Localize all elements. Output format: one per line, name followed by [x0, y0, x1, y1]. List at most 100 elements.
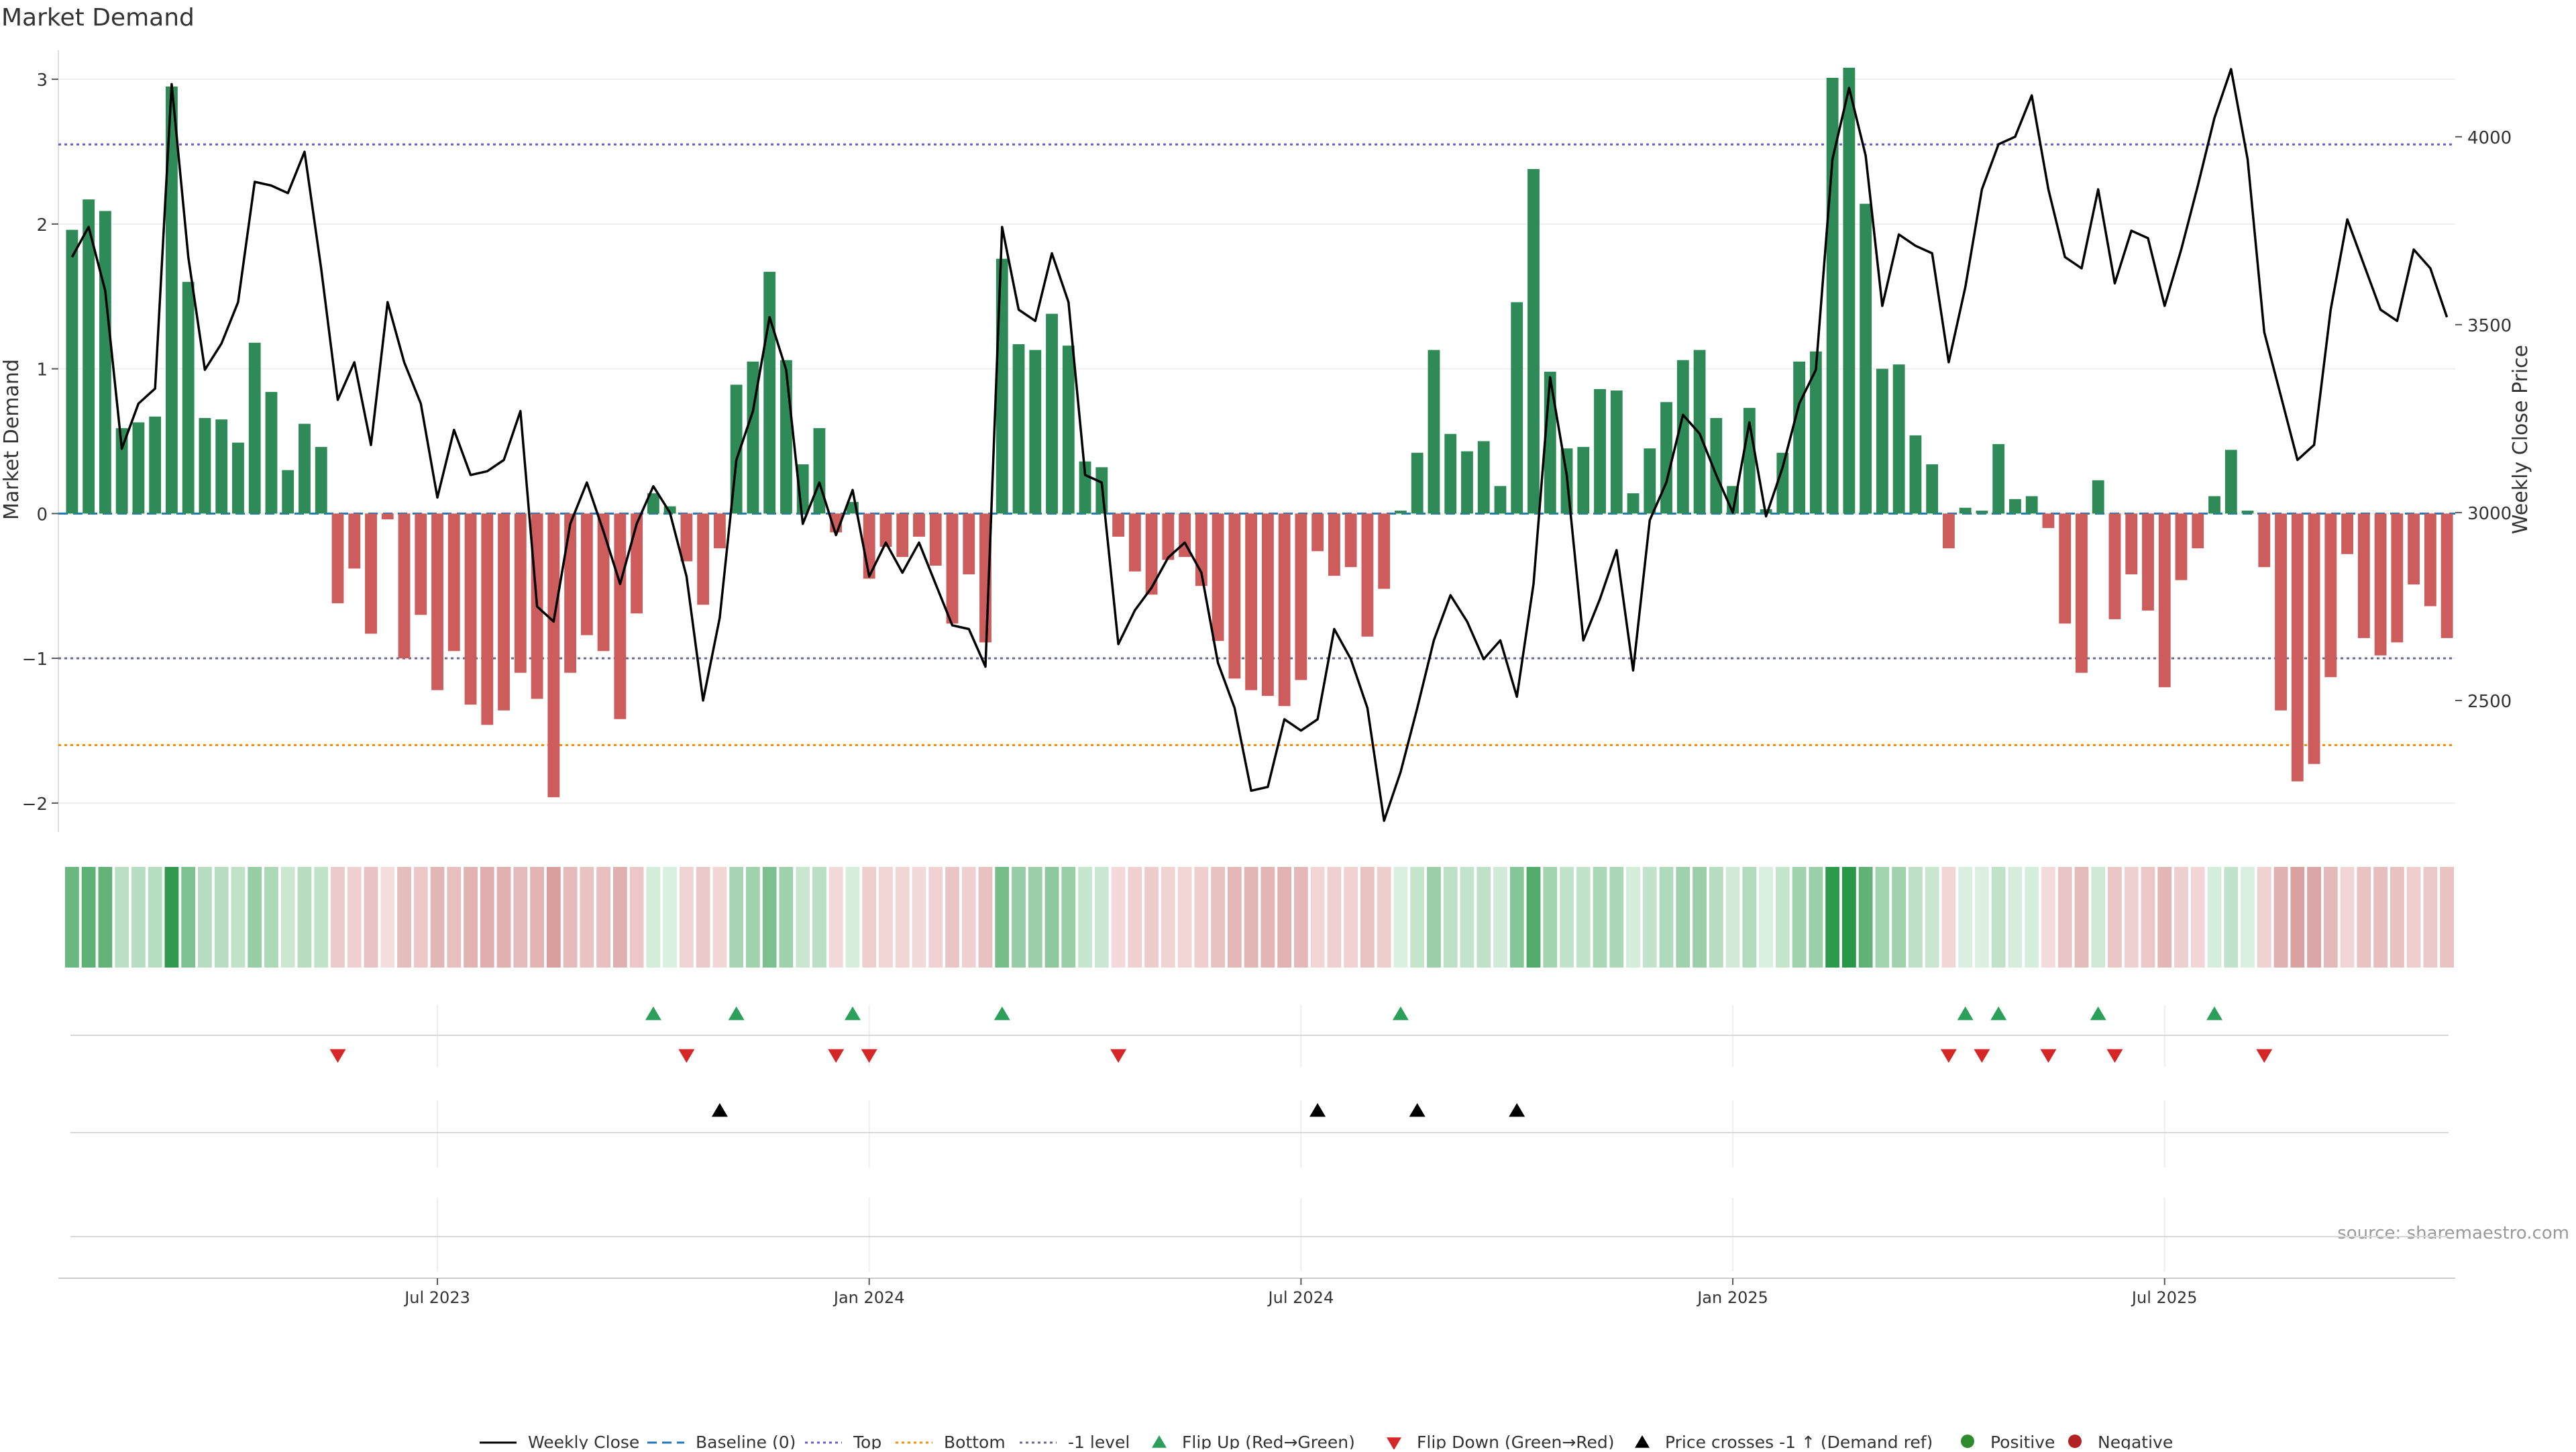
demand-bar [631, 513, 643, 614]
heat-cell [879, 867, 893, 968]
heat-cell [214, 867, 229, 968]
x-tick-label: Jan 2025 [1696, 1288, 1768, 1307]
demand-bar [2009, 499, 2021, 514]
heat-cell [1609, 867, 1624, 968]
heat-cell [148, 867, 162, 968]
demand-bar [99, 211, 111, 514]
demand-bar [498, 513, 510, 711]
demand-bar [763, 272, 776, 514]
heat-cell [1227, 867, 1242, 968]
heat-cell [1991, 867, 2006, 968]
heat-cell [1725, 867, 1740, 968]
heat-cell [2224, 867, 2239, 968]
demand-bar [1494, 486, 1507, 514]
demand-bar [929, 513, 942, 566]
x-tick-label: Jul 2024 [1267, 1288, 1334, 1307]
legend-label: Price crosses -1 ↑ (Demand ref) [1665, 1433, 1933, 1449]
heat-cell [845, 867, 860, 968]
demand-bar [946, 513, 959, 624]
heat-cell [696, 867, 710, 968]
heat-cell [64, 867, 79, 968]
demand-bar [1610, 390, 1623, 514]
heat-cell [1061, 867, 1076, 968]
heat-cell [314, 867, 329, 968]
demand-bar [1029, 350, 1042, 514]
heat-cell [779, 867, 794, 968]
heat-cell [1360, 867, 1375, 968]
demand-bar [1145, 513, 1158, 595]
heat-cell [2290, 867, 2305, 968]
flip-up-marker [2206, 1006, 2222, 1021]
demand-bar [697, 513, 710, 605]
price-cross-marker [1409, 1103, 1426, 1117]
demand-bar [2324, 513, 2337, 678]
heat-cell [663, 867, 678, 968]
heat-cell [2057, 867, 2072, 968]
heat-cell [978, 867, 993, 968]
heat-cell [2241, 867, 2255, 968]
demand-bar [1062, 346, 1075, 514]
demand-bar [2175, 513, 2188, 580]
heat-cell [712, 867, 727, 968]
left-axis-label: Market Demand [0, 359, 23, 520]
price-cross-marker [711, 1103, 728, 1117]
heat-cell [1161, 867, 1175, 968]
demand-bar [1344, 513, 1357, 568]
heat-cell [1775, 867, 1790, 968]
heat-cell [2190, 867, 2205, 968]
heat-cell [1443, 867, 1458, 968]
left-tick-label: 1 [36, 360, 48, 380]
heat-cell [1693, 867, 1707, 968]
heat-cell [961, 867, 976, 968]
demand-bar [2275, 513, 2287, 711]
flip-up-marker [1990, 1006, 2007, 1021]
heat-cell [2357, 867, 2371, 968]
demand-bar [564, 513, 576, 673]
legend-label: -1 level [1068, 1433, 1130, 1449]
heat-cell [2041, 867, 2055, 968]
heat-cell [297, 867, 312, 968]
left-tick-label: −2 [22, 794, 48, 815]
heat-cell [2340, 867, 2355, 968]
demand-bar [813, 428, 826, 514]
demand-bar [2192, 513, 2204, 549]
heat-cell [513, 867, 528, 968]
demand-bar [2076, 513, 2088, 673]
heat-cell [81, 867, 96, 968]
heat-cell [2108, 867, 2122, 968]
demand-bar [348, 513, 361, 569]
heat-cell [198, 867, 212, 968]
demand-bar [83, 199, 95, 514]
demand-bar [1328, 513, 1340, 576]
demand-bar [1079, 461, 1091, 514]
x-tick-label: Jul 2023 [403, 1288, 470, 1307]
demand-bar [597, 513, 610, 652]
demand-bar [431, 513, 443, 690]
demand-bar [1793, 361, 1806, 514]
demand-bar [447, 513, 460, 652]
demand-bar [331, 513, 344, 604]
flip-down-marker [2106, 1049, 2123, 1063]
heat-cell [115, 867, 129, 968]
source-note: source: sharemaestro.com [2337, 1223, 2569, 1243]
heat-cell [862, 867, 877, 968]
heat-cell [912, 867, 926, 968]
legend-swatch-price-cross [1635, 1435, 1650, 1448]
demand-bar [1261, 513, 1274, 696]
legend-label: Negative [2098, 1433, 2173, 1449]
demand-bar [132, 422, 145, 514]
heat-cell [1260, 867, 1275, 968]
demand-bar [2291, 513, 2304, 782]
heat-cell [1509, 867, 1524, 968]
heat-cell [1526, 867, 1541, 968]
demand-bar [1411, 452, 1424, 514]
right-tick-label: 2500 [2467, 692, 2512, 712]
demand-bar [963, 513, 975, 574]
demand-bar [1046, 313, 1058, 514]
demand-bar [2440, 513, 2453, 638]
heat-cell [1128, 867, 1142, 968]
heat-cell [2141, 867, 2155, 968]
flip-down-marker [1974, 1049, 1990, 1063]
heat-cell [447, 867, 462, 968]
